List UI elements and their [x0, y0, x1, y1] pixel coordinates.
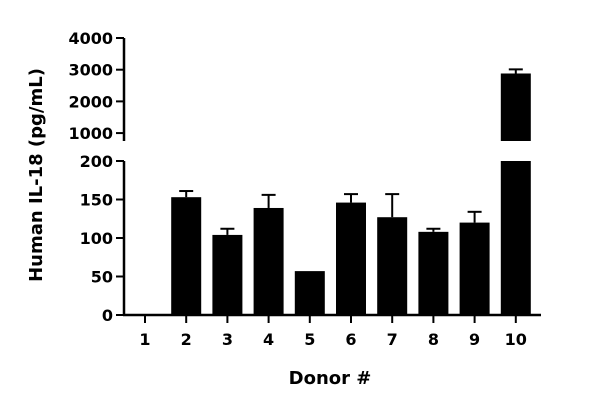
y-axis-title: Human IL-18 (pg/mL)	[26, 68, 47, 282]
y-tick-label-upper-1000: 1000	[68, 124, 113, 143]
y-axis: 0 50 100 150 200 1000 2000 3000 4000	[68, 29, 126, 325]
y-tick-label-upper-2000: 2000	[68, 92, 113, 111]
y-tick-label-upper-3000: 3000	[68, 61, 113, 80]
y-tick-label-lower-0: 0	[102, 306, 113, 325]
y-tick-label-upper-4000: 4000	[68, 29, 113, 48]
x-tick-label-3: 3	[222, 330, 233, 349]
y-tick-label-lower-150: 150	[80, 191, 113, 210]
bar-donor-4	[253, 207, 284, 315]
bar-donor-5	[294, 271, 325, 315]
bar-donor-9	[459, 222, 490, 315]
bar-donor-10-lower	[500, 161, 531, 315]
bars	[171, 68, 531, 315]
bar-donor-2	[171, 197, 202, 315]
x-tick-label-9: 9	[469, 330, 480, 349]
x-axis: 1 2 3 4 5 6 7 8 9 10	[123, 313, 541, 349]
bar-donor-8	[418, 231, 449, 315]
y-tick-label-lower-100: 100	[80, 229, 113, 248]
bar-donor-6	[336, 202, 366, 315]
x-tick-label-6: 6	[345, 330, 356, 349]
y-ticks: 0 50 100 150 200 1000 2000 3000 4000	[68, 29, 124, 325]
x-axis-title: Donor #	[289, 368, 372, 389]
x-tick-label-5: 5	[304, 330, 315, 349]
x-tick-label-1: 1	[139, 330, 150, 349]
bar-donor-3	[212, 234, 243, 315]
bar-donor-7	[377, 217, 408, 315]
x-tick-label-7: 7	[387, 330, 398, 349]
x-tick-label-10: 10	[505, 330, 527, 349]
x-tick-label-8: 8	[428, 330, 439, 349]
y-tick-label-lower-50: 50	[91, 268, 113, 287]
x-tick-label-2: 2	[181, 330, 192, 349]
bar-donor-10	[500, 73, 531, 141]
x-tick-label-4: 4	[263, 330, 274, 349]
y-tick-label-lower-200: 200	[80, 152, 113, 171]
x-ticks: 1 2 3 4 5 6 7 8 9 10	[139, 315, 527, 349]
